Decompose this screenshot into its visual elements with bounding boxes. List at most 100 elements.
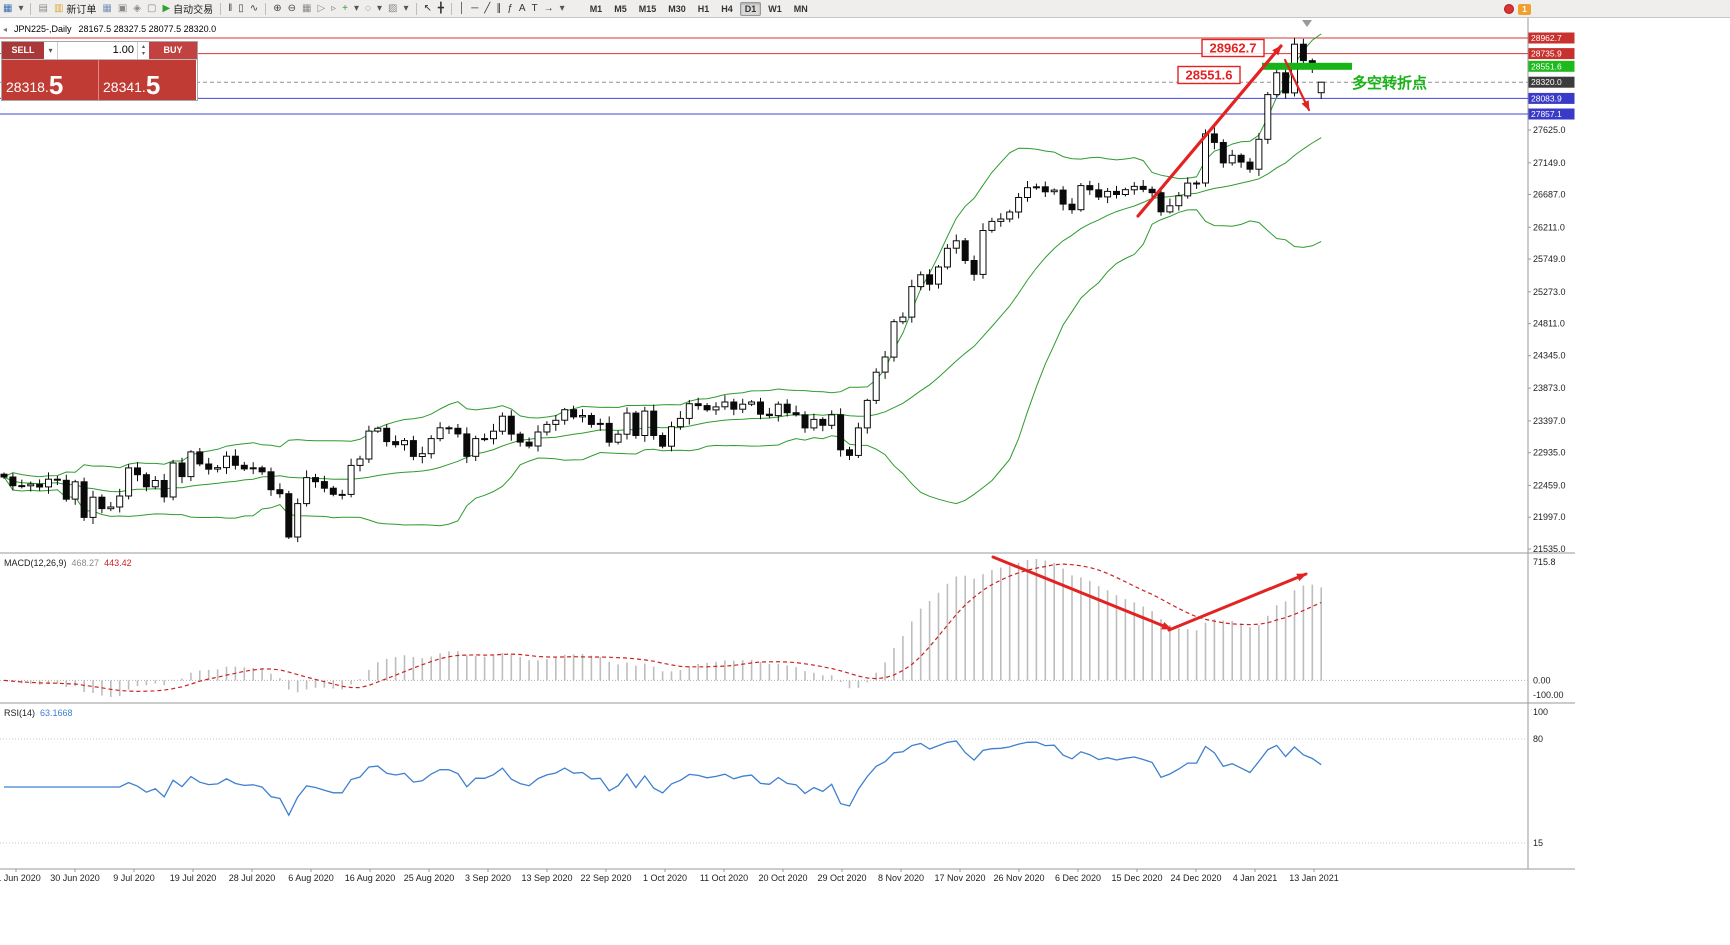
buy-button[interactable]: BUY [149, 42, 197, 59]
chart-shift-icon[interactable]: ▹ [328, 0, 339, 17]
volume-dropdown-icon[interactable]: ▾ [44, 42, 58, 59]
auto-scroll-icon[interactable]: ▷ [314, 0, 328, 17]
time-axis[interactable]: 21 Jun 2020 30 Jun 2020 9 Jul 2020 19 Jul 2… [0, 869, 1339, 883]
sell-price-button[interactable]: 28318. 5 [2, 60, 99, 100]
bar-chart-icon[interactable]: ‖ [225, 0, 235, 17]
fibonacci-icon-glyph: ƒ [507, 3, 513, 14]
svg-text:13 Sep 2020: 13 Sep 2020 [521, 873, 572, 883]
volume-input[interactable]: 1.00 [58, 42, 137, 59]
candlestick-chart-icon[interactable]: ▯ [235, 0, 247, 17]
timeframe-h4[interactable]: H4 [721, 3, 733, 14]
indicators-dropdown-icon-glyph: ▾ [354, 3, 360, 14]
horizontal-level-lines[interactable] [0, 37, 1528, 115]
svg-text:22935.0: 22935.0 [1533, 448, 1566, 458]
timeframe-m5[interactable]: M5 [614, 3, 627, 14]
zoom-out-icon[interactable]: ⊖ [285, 0, 299, 17]
new-chart-icon[interactable]: ▦ [0, 0, 15, 17]
data-window-icon-glyph: ▣ [117, 3, 128, 14]
periods-icon[interactable]: ◌ [362, 0, 374, 17]
price-chart-canvas[interactable]: 27625.0 27149.0 26687.0 26211.0 25749.0 25273… [0, 18, 1730, 945]
rsi-indicator-label: RSI(14) 63.1668 [4, 708, 73, 718]
timeframe-toolbar: M1 M5 M15 M30 H1 H4 D1 W1 MN [584, 1, 814, 16]
horizontal-line-icon[interactable]: ─ [468, 0, 481, 17]
cursor-icon[interactable]: ↖ [421, 0, 435, 17]
periods-icon-glyph: ◌ [365, 3, 371, 14]
toolbar-separator [265, 2, 267, 15]
arrows-dropdown-icon[interactable]: ▾ [557, 0, 568, 17]
line-chart-icon[interactable]: ∿ [247, 0, 261, 17]
timeframe-mn[interactable]: MN [793, 3, 808, 14]
periods-dropdown-icon[interactable]: ▾ [374, 0, 385, 17]
svg-text:21 Jun 2020: 21 Jun 2020 [0, 873, 41, 883]
svg-text:28 Jul 2020: 28 Jul 2020 [229, 873, 276, 883]
buy-price-big-digit: 5 [145, 70, 161, 100]
svg-text:24 Dec 2020: 24 Dec 2020 [1170, 873, 1221, 883]
tile-windows-icon[interactable]: ▦ [299, 0, 314, 17]
vertical-line-icon[interactable]: │ [456, 0, 468, 17]
candlestick-chart-icon-glyph: ▯ [238, 3, 244, 14]
new-order-button[interactable]: ▥ 新订单 [51, 0, 99, 17]
notification-badge[interactable]: 1 [1518, 3, 1531, 15]
market-watch-icon[interactable]: ▦ [99, 0, 114, 17]
sell-button[interactable]: SELL [2, 42, 44, 59]
indicators-dropdown-icon[interactable]: ▾ [351, 0, 362, 17]
bar-chart-icon-glyph: ‖ [228, 3, 233, 14]
new-chart-dropdown-icon[interactable]: ▾ [15, 0, 26, 17]
trendline-icon-glyph: ╱ [484, 3, 491, 14]
timeframe-w1[interactable]: W1 [768, 3, 782, 14]
one-click-collapse-icon[interactable]: ◂ [3, 24, 8, 34]
trade-panel-controls: SELL ▾ 1.00 ▴ ▾ BUY [2, 42, 197, 60]
templates-icon[interactable]: ▨ [385, 0, 400, 17]
svg-text:9 Jul 2020: 9 Jul 2020 [113, 873, 155, 883]
timeframe-m1[interactable]: M1 [589, 3, 603, 14]
svg-text:16 Aug 2020: 16 Aug 2020 [345, 873, 396, 883]
fibonacci-icon[interactable]: ƒ [504, 0, 516, 17]
data-window-icon[interactable]: ▣ [115, 0, 130, 17]
bollinger-bands [3, 33, 1322, 527]
price-scale[interactable]: 27625.0 27149.0 26687.0 26211.0 25749.0 25273… [1528, 32, 1575, 555]
channel-icon[interactable]: ∥ [493, 0, 504, 17]
templates-dropdown-icon[interactable]: ▾ [400, 0, 411, 17]
svg-text:15: 15 [1533, 838, 1543, 848]
templates-icon-glyph: ▨ [388, 3, 398, 14]
volume-stepper[interactable]: ▴ ▾ [137, 42, 149, 59]
label-icon[interactable]: T [529, 0, 541, 17]
svg-text:20 Oct 2020: 20 Oct 2020 [758, 873, 807, 883]
arrows-icon[interactable]: → [541, 0, 557, 17]
zoom-in-icon[interactable]: ⊕ [270, 0, 284, 17]
stepper-down-icon[interactable]: ▾ [141, 50, 145, 57]
trend-arrow [1283, 58, 1311, 112]
svg-text:4 Jan 2021: 4 Jan 2021 [1233, 873, 1278, 883]
buy-price-button[interactable]: 28341. 5 [99, 60, 196, 100]
navigator-icon[interactable]: ◈ [130, 0, 144, 17]
timeframe-d1[interactable]: D1 [739, 1, 762, 16]
stepper-up-icon[interactable]: ▴ [141, 43, 145, 50]
chart-shift-marker [1302, 20, 1312, 27]
macd-scale[interactable]: 715.8 0.00 -100.00 [1533, 557, 1564, 700]
chart-shift-icon-glyph: ▹ [331, 3, 337, 14]
label-icon-glyph: T [531, 3, 538, 14]
text-icon-glyph: A [518, 3, 526, 14]
rsi-scale[interactable]: 100 80 15 [1533, 707, 1548, 848]
arrows-dropdown-icon-glyph: ▾ [559, 3, 565, 14]
price-callout-text: 28962.7 [1210, 41, 1257, 56]
crosshair-icon[interactable]: ╋ [435, 0, 447, 17]
text-icon[interactable]: A [516, 0, 529, 17]
toolbar-separator [415, 2, 417, 15]
svg-text:21997.0: 21997.0 [1533, 512, 1566, 522]
chart-window: 27625.0 27149.0 26687.0 26211.0 25749.0 25273… [0, 18, 1730, 945]
auto-trading-button[interactable]: ▶ 自动交易 [159, 0, 216, 17]
chart-ohlc-values: 28167.5 28327.5 28077.5 28320.0 [78, 24, 217, 34]
terminal-icon[interactable]: ▢ [144, 0, 159, 17]
profiles-icon[interactable]: ▤ [35, 0, 50, 17]
svg-text:8 Nov 2020: 8 Nov 2020 [878, 873, 924, 883]
timeframe-m15[interactable]: M15 [638, 3, 657, 14]
timeframe-m30[interactable]: M30 [668, 3, 686, 14]
timeframe-h1[interactable]: H1 [697, 3, 710, 14]
crosshair-icon-glyph: ╋ [437, 3, 444, 14]
trendline-icon[interactable]: ╱ [481, 0, 493, 17]
analyst-annotations[interactable]: 28962.7 28551.6 多空转折点 [991, 38, 1427, 632]
svg-text:-100.00: -100.00 [1533, 690, 1564, 700]
indicators-icon[interactable]: + [339, 0, 351, 17]
auto-trading-button-glyph: ▶ [162, 3, 171, 14]
